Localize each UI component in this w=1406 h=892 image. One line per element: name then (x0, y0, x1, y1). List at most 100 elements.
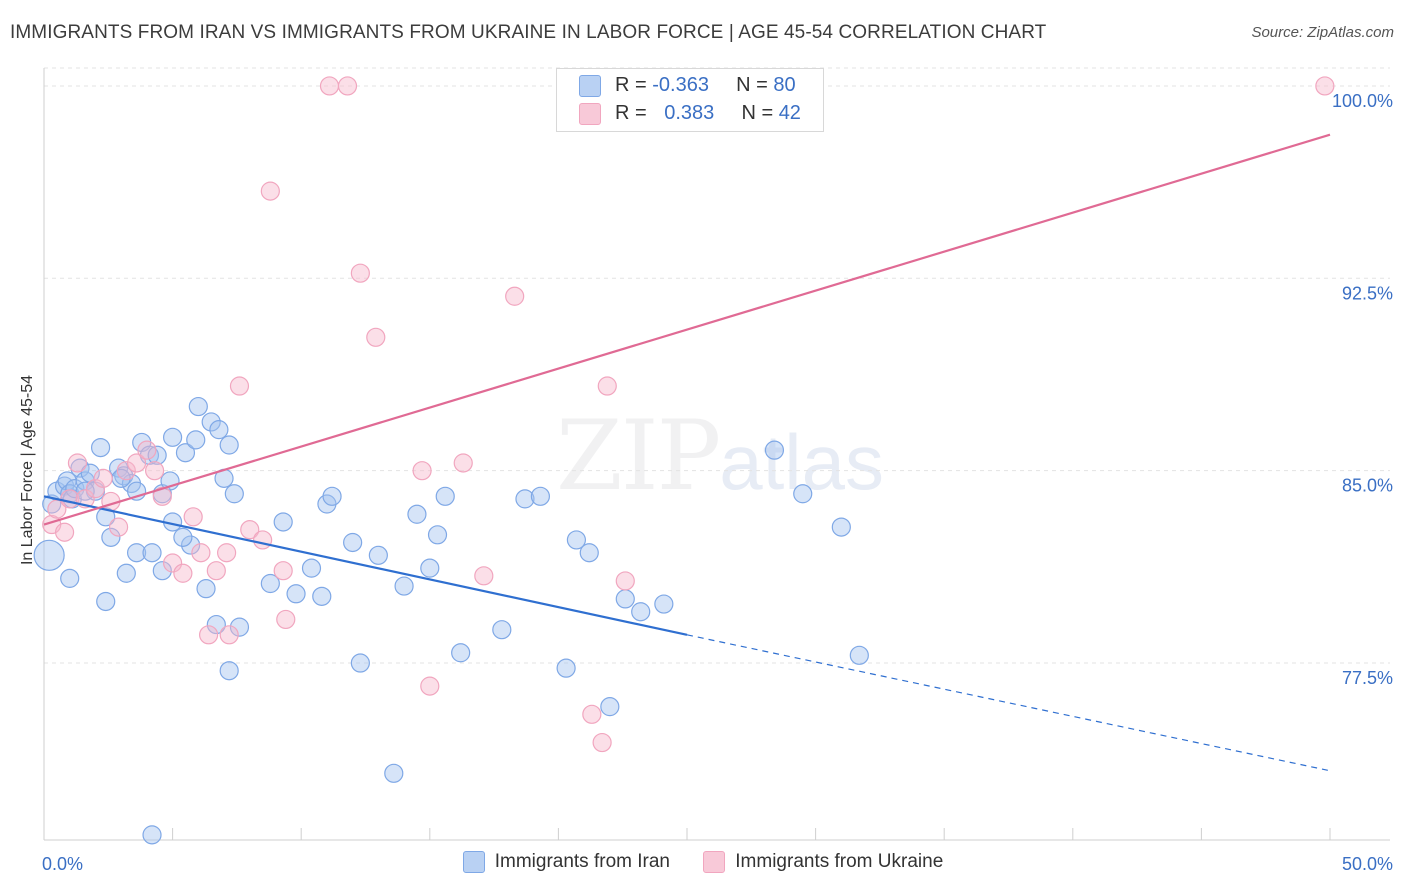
iran-point (114, 466, 134, 486)
iran-point (147, 445, 167, 465)
ukraine-point (144, 461, 165, 481)
ukraine-point (116, 461, 136, 481)
iran-point (420, 558, 440, 578)
ukraine-point (137, 440, 157, 460)
iran-point (175, 443, 196, 463)
correlation-legend: R = -0.363 N = 80 R = 0.383 N = 42 (556, 68, 824, 132)
iran-point (142, 543, 162, 563)
iran-point (188, 396, 208, 417)
ukraine-point (163, 553, 183, 573)
iran-point (260, 573, 280, 594)
iran-point (152, 561, 172, 581)
ukraine-point (582, 704, 602, 724)
iran-point (70, 458, 90, 478)
y-tick-label: 77.5% (1342, 668, 1393, 688)
iran-point (515, 489, 535, 509)
legend-bottom-swatch-ukraine (703, 851, 726, 873)
iran-point (301, 558, 322, 578)
iran-point (206, 614, 226, 635)
ukraine-point (206, 561, 226, 581)
series-legend: Immigrants from Iran Immigrants from Ukr… (0, 851, 1406, 873)
iran-point (90, 437, 111, 458)
iran-point (579, 543, 599, 563)
iran-point (384, 763, 404, 783)
ukraine-point (350, 263, 370, 283)
iran-point (849, 645, 869, 665)
iran-point (163, 427, 183, 447)
legend-row-iran: R = -0.363 N = 80 (579, 74, 796, 102)
ukraine-point (505, 286, 525, 306)
iran-point (96, 591, 116, 612)
legend-r-value-iran: -0.363 (652, 74, 709, 96)
iran-point (600, 697, 620, 717)
ukraine-point (412, 461, 432, 481)
ukraine-point (85, 479, 106, 499)
legend-bottom-swatch-iran (462, 851, 485, 873)
ukraine-trend-line (43, 133, 1331, 526)
legend-n-value-iran: 80 (773, 74, 796, 96)
iran-point (219, 661, 239, 681)
ukraine-point (420, 676, 440, 696)
iran-point (181, 535, 201, 555)
ukraine-point (219, 625, 239, 645)
legend-item-ukraine: Immigrants from Ukraine (703, 851, 943, 873)
iran-point (764, 440, 785, 460)
ukraine-point (337, 76, 358, 96)
x-tick-label: 0.0% (42, 854, 83, 874)
ukraine-point (253, 530, 273, 550)
legend-item-iran: Immigrants from Iran (462, 851, 670, 873)
iran-trend-line (43, 495, 688, 636)
iran-point (368, 545, 388, 565)
legend-bottom-label-ukraine: Immigrants from Ukraine (735, 851, 944, 873)
iran-point (33, 539, 65, 571)
iran-point (530, 486, 550, 506)
legend-r-label-iran: R = (615, 74, 647, 96)
x-tick-label: 50.0% (1342, 854, 1393, 874)
iran-point (407, 504, 427, 524)
iran-point (219, 435, 239, 455)
ukraine-point (229, 376, 250, 396)
iran-point (173, 527, 193, 547)
iran-point (566, 530, 587, 550)
iran-point (224, 484, 244, 504)
legend-r-label-ukraine: R = (615, 102, 647, 124)
ukraine-point (240, 520, 260, 540)
ukraine-point (273, 561, 293, 581)
ukraine-point (191, 543, 211, 563)
source-label: Source: ZipAtlas.com (1251, 24, 1394, 41)
iran-point (322, 486, 342, 506)
iran-point (654, 594, 674, 614)
legend-bottom-label-iran: Immigrants from Iran (494, 851, 670, 873)
ukraine-point (152, 486, 172, 506)
iran-point (60, 568, 80, 588)
iran-point (126, 543, 147, 563)
ukraine-point (1315, 76, 1335, 96)
iran-point (451, 643, 471, 663)
iran-point (492, 620, 512, 640)
iran-point (631, 602, 651, 622)
iran-point (831, 517, 851, 537)
iran-point (96, 507, 116, 527)
watermark: ZIPatlas (556, 400, 884, 512)
ukraine-point (592, 732, 612, 753)
ukraine-point (67, 453, 88, 473)
ukraine-point (597, 376, 617, 396)
iran-point (101, 527, 121, 547)
iran-point (350, 653, 370, 673)
iran-point (116, 563, 136, 583)
iran-point (209, 420, 229, 440)
y-tick-label: 100.0% (1332, 91, 1393, 111)
iran-point (142, 825, 162, 845)
iran-point (427, 525, 448, 545)
ukraine-point (217, 543, 237, 563)
ukraine-point (276, 609, 296, 630)
legend-row-ukraine: R = 0.383 N = 42 (579, 102, 801, 130)
y-tick-label: 85.0% (1342, 476, 1393, 496)
watermark-zip: ZIP (556, 400, 721, 512)
legend-n-label-ukraine: N = (741, 102, 774, 124)
iran-point (394, 576, 414, 596)
iran-point (196, 579, 216, 599)
ukraine-point (199, 625, 219, 645)
y-tick-label: 92.5% (1342, 283, 1393, 303)
